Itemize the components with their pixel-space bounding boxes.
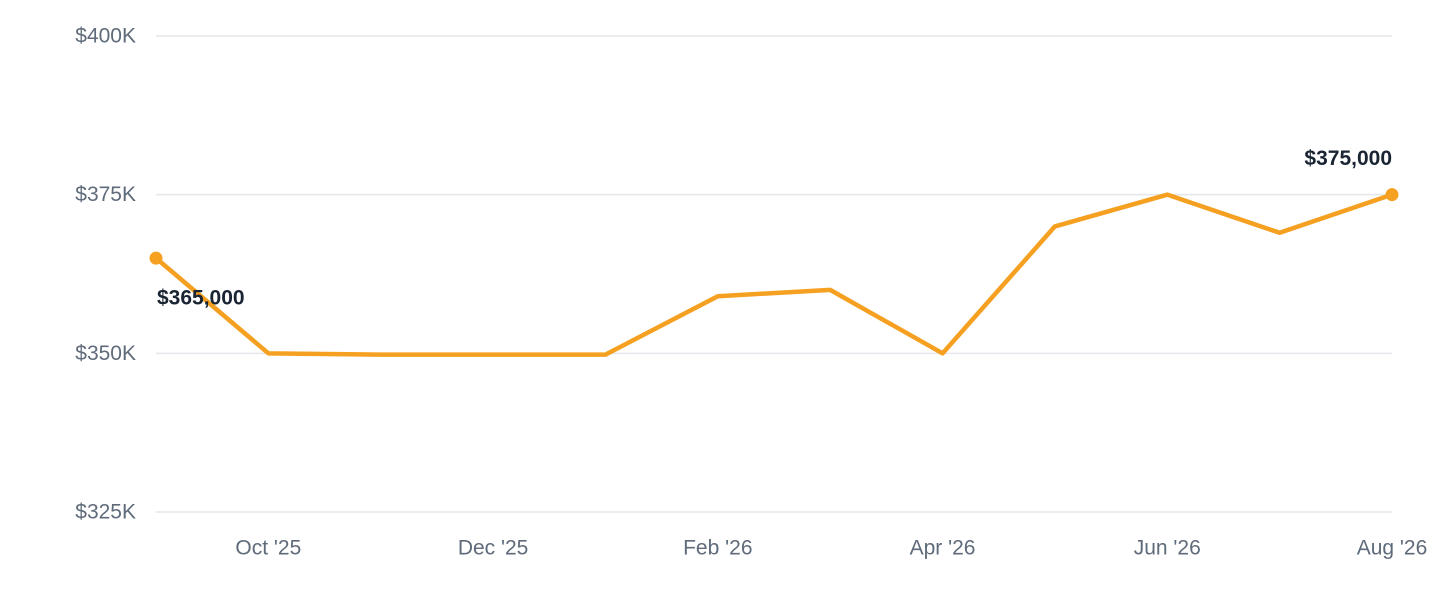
x-axis-ticks: Oct '25 Dec '25 Feb '26 Apr '26 Jun '26 Aug '…: [235, 537, 1427, 560]
x-tick-label: Dec '25: [458, 537, 529, 560]
data-point: [1385, 188, 1399, 202]
x-tick-label: Oct '25: [235, 537, 301, 560]
y-tick-label: $325K: [75, 501, 136, 524]
series-line: [153, 192, 1395, 357]
y-tick-label: $350K: [75, 342, 136, 365]
series-layer: [153, 192, 1395, 357]
data-label: $375,000: [1304, 147, 1392, 170]
x-tick-label: Apr '26: [910, 537, 976, 560]
y-tick-label: $400K: [75, 25, 136, 48]
gridlines: [156, 35, 1392, 513]
x-tick-label: Aug '26: [1357, 537, 1428, 560]
annotations: $365,000 $375,000: [149, 147, 1399, 310]
x-tick-label: Jun '26: [1134, 537, 1201, 560]
data-label: $365,000: [157, 287, 245, 310]
y-tick-label: $375K: [75, 183, 136, 206]
data-point: [149, 251, 163, 265]
x-tick-label: Feb '26: [683, 537, 752, 560]
y-axis-ticks: $400K $375K $350K $325K: [75, 25, 136, 524]
